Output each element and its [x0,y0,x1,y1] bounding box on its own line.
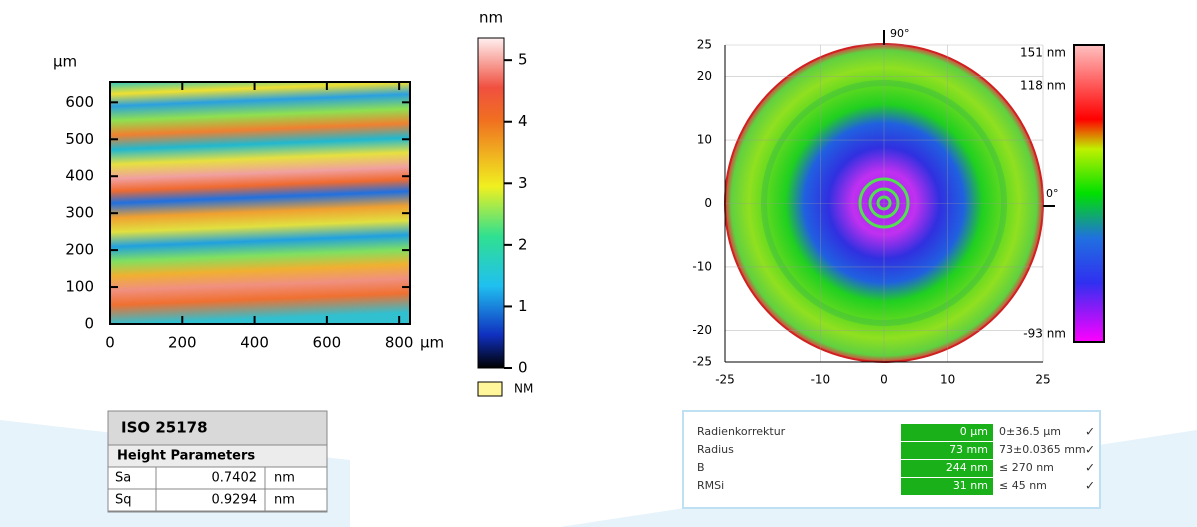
x-tick-label: 10 [940,373,955,387]
param-name: Sa [115,471,131,486]
y-unit: µm [53,53,77,71]
colorbar-label: -93 nm [1023,327,1066,341]
y-tick-label: 0 [704,196,712,210]
y-tick-label: 500 [65,130,94,148]
y-tick-label: 300 [65,204,94,222]
result-tolerance: ≤ 45 nm [999,479,1047,492]
table-title: ISO 25178 [121,419,208,437]
angle-label: 0° [1046,187,1059,200]
legend-swatch [477,381,503,397]
colorbar-tick-label: 5 [518,51,528,69]
colorbar-tick-label: 3 [518,174,528,192]
y-tick-label: 400 [65,167,94,185]
result-tolerance: 0±36.5 µm [999,425,1061,438]
y-tick-label: 10 [697,133,712,147]
result-tolerance: 73±0.0365 mm [999,443,1086,456]
result-value: 31 nm [953,479,988,492]
y-tick-label: -10 [692,259,712,273]
result-name: B [697,461,705,474]
colorbar [477,37,505,369]
y-tick-label: 25 [697,38,712,52]
result-name: RMSi [697,479,724,492]
colorbar-tick-label: 2 [518,235,528,253]
y-tick-label: -20 [692,323,712,337]
result-check: ✓ [1085,461,1095,475]
x-tick-label: -25 [715,373,735,387]
table-row [107,488,328,512]
param-value: 0.7402 [212,471,258,486]
result-name: Radius [697,443,734,456]
x-tick-label: 800 [385,334,414,352]
x-tick-label: 600 [313,334,342,352]
y-tick-label: 0 [84,315,94,333]
x-tick-label: 0 [880,373,888,387]
y-tick-label: -25 [692,355,712,369]
y-tick-label: 20 [697,69,712,83]
x-tick-label: 0 [105,334,115,352]
table-section-label: Height Parameters [117,449,255,464]
result-name: Radienkorrektur [697,425,786,438]
x-tick-label: -10 [811,373,831,387]
colorbar [1073,44,1105,343]
colorbar-tick-label: 0 [518,359,528,377]
table-header [107,410,328,446]
result-check: ✓ [1085,443,1095,457]
plot-frame [109,81,411,325]
param-unit: nm [274,493,295,508]
x-tick-label: 400 [240,334,269,352]
legend-label: NM [514,382,533,396]
y-tick-label: 200 [65,241,94,259]
colorbar-tick-label: 1 [518,297,528,315]
result-value: 0 µm [960,425,988,438]
x-tick-label: 25 [1035,373,1050,387]
result-tolerance: ≤ 270 nm [999,461,1054,474]
result-cell [901,424,993,441]
x-tick-label: 200 [168,334,197,352]
result-value: 244 nm [946,461,988,474]
y-tick-label: 600 [65,93,94,111]
result-value: 73 mm [949,443,988,456]
result-cell [901,478,993,495]
param-name: Sq [115,493,132,508]
param-value: 0.9294 [212,493,258,508]
result-cell [901,442,993,459]
y-tick-label: 100 [65,278,94,296]
colorbar-tick-label: 4 [518,112,528,130]
x-unit: µm [420,334,444,352]
result-check: ✓ [1085,425,1095,439]
height-map [110,82,410,324]
result-panel [682,410,1101,509]
result-cell [901,460,993,477]
angle-label: 90° [890,27,910,40]
result-check: ✓ [1085,479,1095,493]
param-unit: nm [274,471,295,486]
colorbar-unit: nm [479,9,503,27]
